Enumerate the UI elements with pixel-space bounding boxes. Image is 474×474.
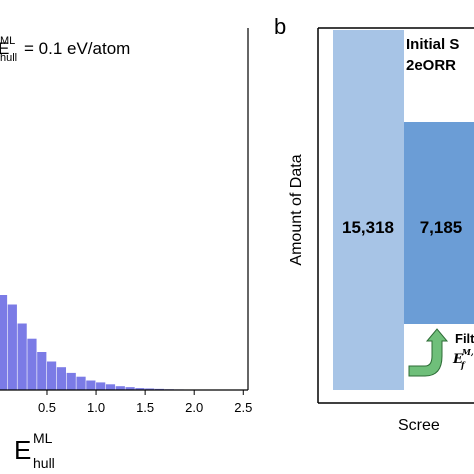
x-ticks: 0.5 1.0 1.5 2.0 2.5 xyxy=(38,390,252,415)
histogram-bar xyxy=(56,367,67,390)
x-axis-label-main: E xyxy=(14,435,31,465)
x-tick-label: 1.0 xyxy=(87,400,105,415)
x-tick-label: 2.0 xyxy=(185,400,203,415)
histogram-bar xyxy=(76,376,86,390)
annotation-text: E xyxy=(0,39,9,58)
histogram-bar xyxy=(27,338,37,390)
annotation-main: E xyxy=(0,39,9,58)
filter-formula-sub: f xyxy=(460,360,466,370)
histogram-bar xyxy=(86,380,96,390)
filter-formula-sup: M, xyxy=(461,347,474,357)
x-axis-label: E ML hull xyxy=(14,430,55,471)
x-tick-label: 2.5 xyxy=(234,400,252,415)
bar-initial xyxy=(333,30,404,390)
panel-b-ylabel: Amount of Data xyxy=(288,154,305,265)
panel-b: b Amount of Data 15,318 7,185 Initial S … xyxy=(274,14,474,434)
histogram-bar xyxy=(105,384,116,390)
histogram-bar xyxy=(145,388,155,390)
panel-b-header-line2: 2eORR xyxy=(406,57,456,74)
bar-2eorr-label: 7,185 xyxy=(420,218,463,237)
bar-2eorr xyxy=(404,122,474,324)
bar-initial-label: 15,318 xyxy=(342,218,394,237)
annotation-value: = 0.1 eV/atom xyxy=(24,39,130,58)
histogram-bar xyxy=(96,382,106,390)
histogram-bar xyxy=(7,304,17,390)
histogram-bars xyxy=(0,295,243,390)
histogram-bar xyxy=(125,387,135,390)
filter-arrow-icon xyxy=(408,328,449,377)
histogram-bar xyxy=(115,386,125,390)
histogram-bar xyxy=(135,388,145,390)
histogram-bar xyxy=(46,361,57,390)
panel-label-b: b xyxy=(274,14,286,39)
histogram-bar xyxy=(17,323,27,390)
histogram-bar xyxy=(66,372,76,390)
x-tick-label: 1.5 xyxy=(136,400,154,415)
panel-b-xlabel: Scree xyxy=(398,417,440,434)
x-tick-label: 0.5 xyxy=(38,400,56,415)
filter-formula-main: E xyxy=(452,352,464,367)
histogram-bar xyxy=(37,352,47,390)
filter-text: Filt xyxy=(455,331,474,346)
histogram-bar xyxy=(0,295,8,390)
annotation-subscript: hull xyxy=(0,52,17,64)
panel-a: E ML hull = 0.1 eV/atom 0.5 1.0 1.5 2.0 2.5 … xyxy=(0,28,252,471)
annotation-superscript: ML xyxy=(0,35,15,47)
x-axis-label-superscript: ML xyxy=(33,430,53,446)
x-axis-label-subscript: hull xyxy=(33,455,55,471)
panel-b-header-line1: Initial S xyxy=(406,36,459,53)
